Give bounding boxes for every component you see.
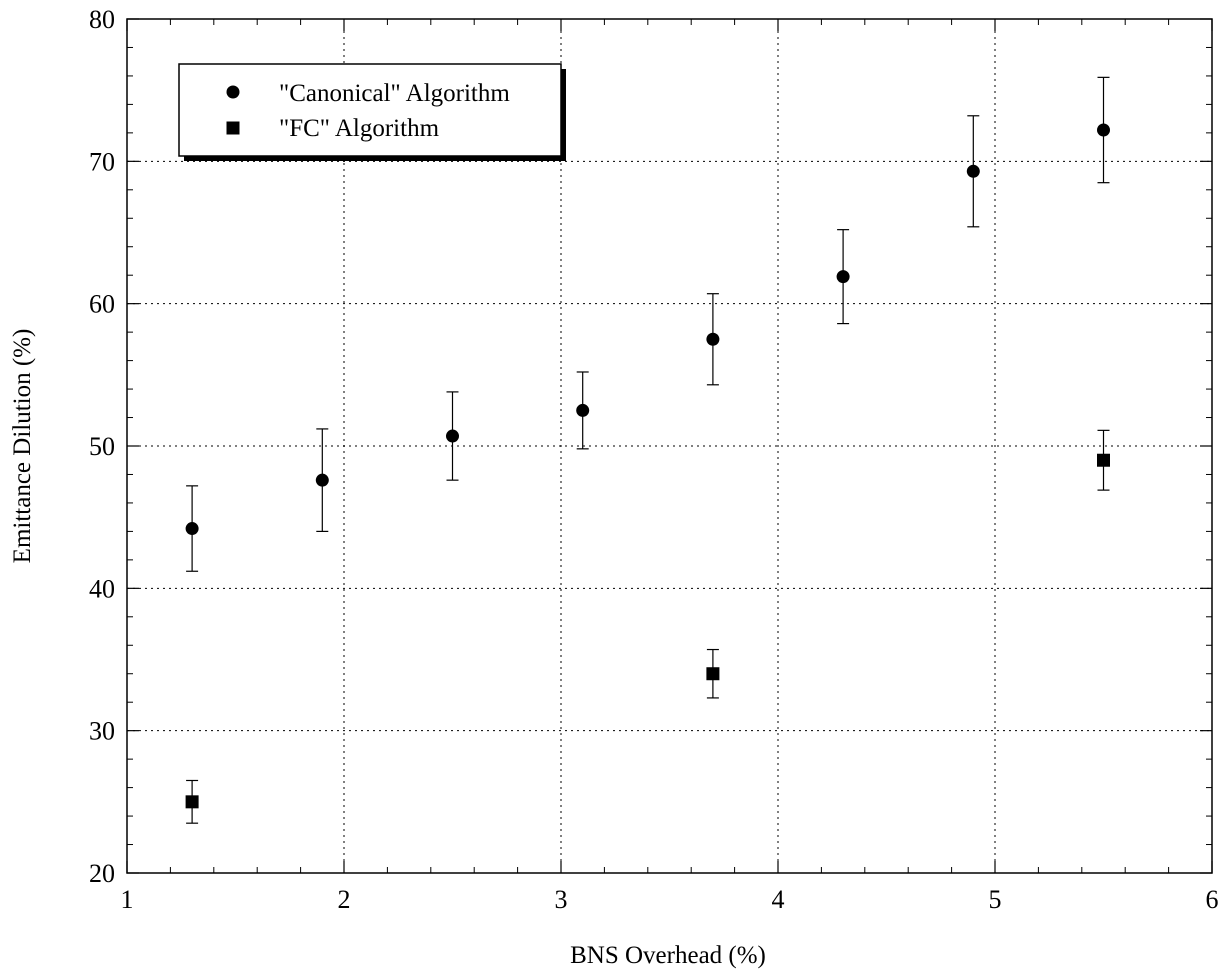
x-tick-label: 1	[121, 885, 134, 914]
legend-label-canonical: "Canonical" Algorithm	[279, 80, 510, 107]
legend-label-fc: "FC" Algorithm	[279, 115, 440, 142]
data-point-canonical	[185, 522, 199, 536]
minor-ticks	[126, 18, 1213, 874]
y-tick-label: 80	[89, 5, 115, 34]
data-point-canonical	[576, 403, 590, 417]
legend-marker-fc	[226, 121, 240, 135]
y-tick-label: 70	[89, 147, 115, 176]
grid-lines	[127, 19, 1212, 873]
x-tick-label: 6	[1206, 885, 1219, 914]
legend-marker-canonical	[226, 85, 240, 99]
x-tick-label: 2	[338, 885, 351, 914]
y-tick-label: 50	[89, 432, 115, 461]
data-point-canonical	[966, 164, 980, 178]
data-point-fc	[185, 795, 199, 809]
y-axis-title: Emittance Dilution (%)	[9, 329, 36, 564]
y-tick-label: 60	[89, 290, 115, 319]
plot-frame	[126, 18, 1213, 874]
x-tick-label: 5	[989, 885, 1002, 914]
data-point-canonical	[1097, 123, 1110, 137]
data-point-canonical	[706, 332, 720, 346]
y-tick-labels: 20 30 40 50 60 70 80	[89, 5, 115, 888]
x-axis-title: BNS Overhead (%)	[570, 942, 766, 969]
y-tick-label: 30	[89, 717, 115, 746]
data-point-fc	[706, 667, 720, 681]
data-point-canonical	[446, 429, 459, 443]
data-markers	[185, 123, 1110, 809]
data-point-canonical	[836, 270, 850, 284]
legend: "Canonical" Algorithm "FC" Algorithm	[178, 63, 566, 161]
x-tick-label: 3	[555, 885, 568, 914]
data-point-canonical	[315, 473, 329, 487]
error-bars	[186, 76, 1110, 824]
data-point-fc	[1097, 453, 1110, 467]
legend-box	[178, 63, 562, 157]
x-tick-label: 4	[772, 885, 785, 914]
y-tick-label: 20	[89, 859, 115, 888]
x-tick-labels: 1 2 3 4 5 6	[121, 885, 1219, 914]
y-tick-label: 40	[89, 574, 115, 603]
